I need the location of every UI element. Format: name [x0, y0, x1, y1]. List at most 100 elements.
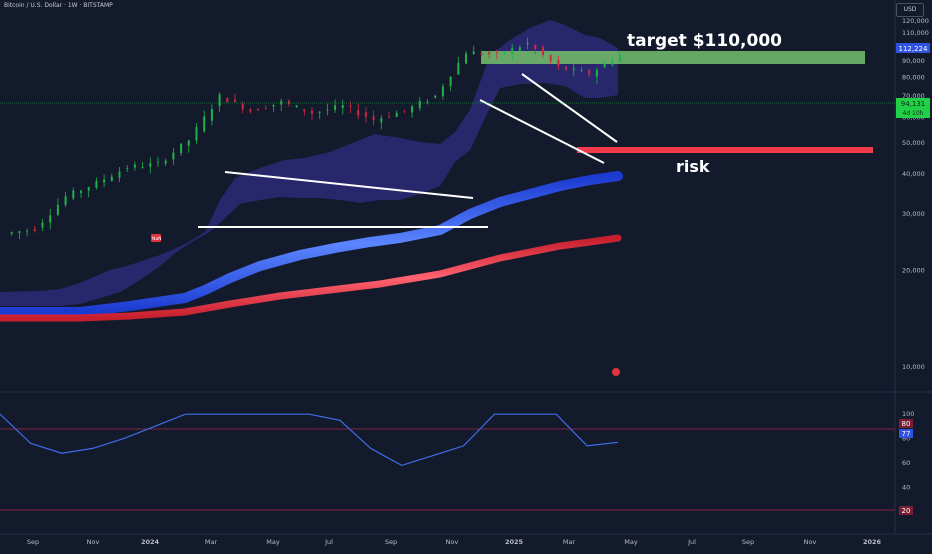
candle-body [595, 70, 598, 77]
candle-body [364, 112, 367, 118]
price-tick-label: 50,000 [902, 139, 925, 147]
price-box-label: 112,224 [899, 45, 928, 53]
candle-body [518, 47, 521, 51]
candle-body [542, 47, 544, 55]
time-tick-label: May [624, 538, 638, 546]
candle-body [588, 70, 591, 75]
rsi-current-badge-bg [899, 429, 913, 438]
candle-body [141, 167, 144, 168]
rsi-lower-badge-bg [899, 506, 913, 515]
rsi-tick-label: 60 [902, 459, 910, 467]
time-tick-label: Nov [87, 538, 100, 546]
price-tick-label: 10,000 [902, 363, 925, 371]
candle-body [64, 196, 67, 206]
candle-body [33, 229, 36, 232]
candles-layer [10, 37, 621, 240]
candle-body [234, 99, 236, 102]
time-tick-label: 2024 [141, 538, 160, 546]
candle-body [565, 66, 568, 70]
price-tick-label: 120,000 [902, 17, 929, 25]
candle-body [318, 111, 321, 113]
candle-body [295, 105, 298, 108]
candle-body [49, 215, 52, 223]
candle-body [426, 101, 429, 103]
candle-body [403, 110, 406, 112]
currency-badge[interactable]: USD [896, 3, 924, 17]
candle-body [95, 180, 98, 188]
candle-body [372, 116, 375, 121]
candle-body [434, 95, 437, 98]
candle-body [126, 168, 129, 169]
candle-body [110, 176, 113, 182]
candle-body [495, 52, 498, 53]
time-tick-label: Nov [804, 538, 817, 546]
event-marker-label: NaN [152, 236, 162, 242]
candle-body [441, 86, 444, 97]
candle-body [326, 109, 329, 111]
candle-body [526, 42, 529, 45]
candle-body [133, 164, 136, 168]
candle-body [280, 100, 283, 105]
candle-body [272, 104, 275, 107]
candle-body [187, 140, 190, 146]
last-price-label: 94,131 [901, 100, 926, 108]
candle-body [303, 109, 306, 112]
candle-body [72, 190, 75, 199]
wedge-upper [521, 73, 618, 143]
time-tick-label: Mar [563, 538, 576, 546]
rsi-current-badge: 77 [902, 430, 911, 438]
candle-body [411, 106, 414, 113]
rsi-lower-badge: 20 [902, 507, 911, 515]
candle-body [341, 105, 344, 109]
target-zone [481, 51, 865, 64]
candle-body [603, 63, 606, 68]
time-axis: Sep Nov 2024 Mar May Jul Sep Nov 2025 Mar May Jul Se… [27, 538, 882, 546]
time-tick-label: 2026 [863, 538, 882, 546]
candle-body [488, 52, 491, 55]
wedge-lower [479, 99, 605, 164]
candle-body [449, 76, 452, 87]
ema-fast-band [0, 171, 623, 317]
price-tick-label: 20,000 [902, 266, 925, 274]
candle-body [103, 179, 106, 183]
candle-body [287, 100, 290, 105]
dividend-marker-icon [612, 368, 620, 376]
candle-body [87, 187, 90, 191]
time-tick-label: Mar [205, 538, 218, 546]
time-tick-label: Nov [446, 538, 459, 546]
risk-line [577, 147, 873, 153]
candle-body [611, 61, 614, 65]
time-tick-label: Jul [687, 538, 696, 546]
candle-body [10, 232, 13, 235]
price-tick-label: 70,000 [902, 92, 925, 100]
candle-body [357, 110, 360, 116]
rsi-tick-label: 100 [902, 410, 914, 418]
ema-slow-band [0, 234, 622, 322]
candle-body [580, 70, 583, 72]
candle-body [203, 116, 206, 132]
target-annotation: target $110,000 [627, 31, 782, 51]
candle-body [241, 103, 244, 110]
time-tick-label: Sep [27, 538, 39, 546]
rsi-tick-label: 40 [902, 483, 910, 491]
candle-body [549, 55, 552, 62]
rsi-upper-badge-bg [899, 419, 913, 428]
rsi-upper-badge: 80 [902, 420, 911, 428]
price-tick-label: 80,000 [902, 73, 925, 81]
candle-body [264, 107, 267, 109]
candle-body [418, 101, 421, 109]
candle-body [26, 230, 29, 232]
last-price-box-bg [896, 98, 930, 118]
candle-body [534, 44, 537, 50]
candle-body [218, 94, 221, 107]
candle-body [118, 171, 121, 178]
candle-body [472, 51, 475, 55]
candle-body [18, 231, 21, 233]
price-tick-label: 40,000 [902, 170, 925, 178]
candle-body [249, 109, 252, 112]
candle-body [157, 161, 159, 163]
cloud-band [0, 20, 618, 306]
risk-annotation: risk [676, 157, 710, 176]
